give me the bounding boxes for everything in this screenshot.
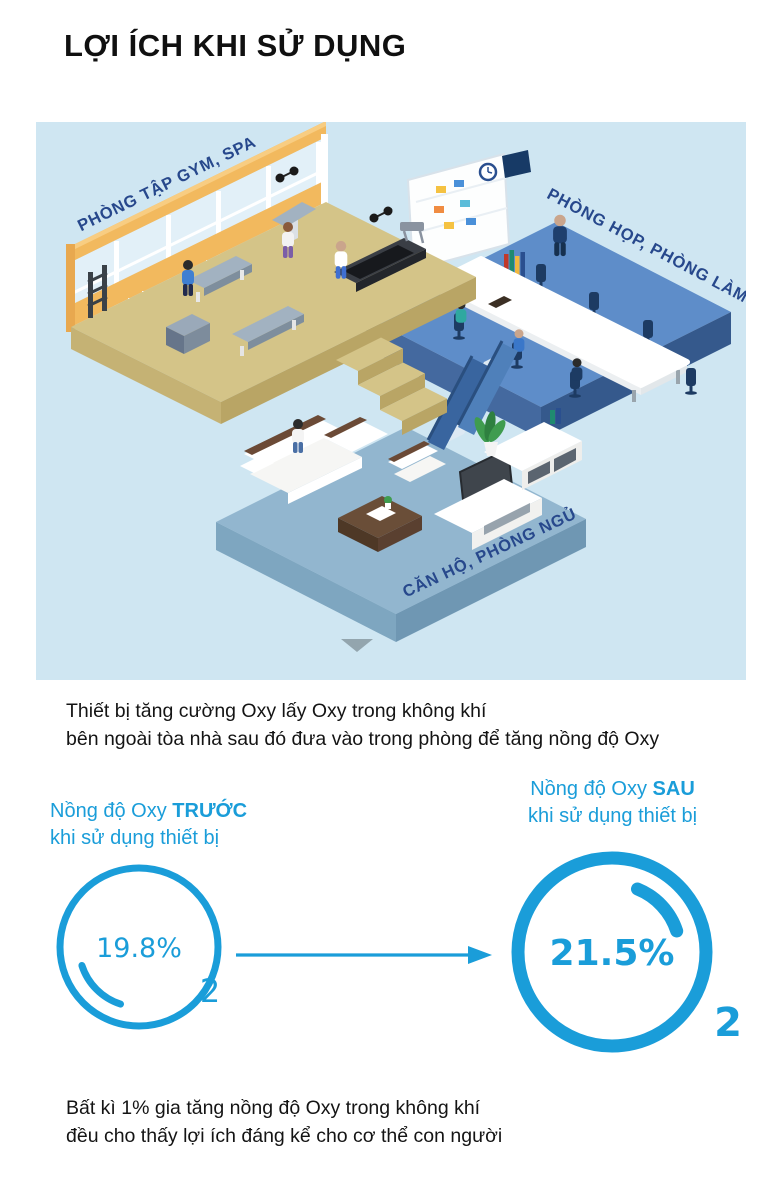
o2-ring-after bbox=[511, 851, 713, 1053]
gym-bench-icon bbox=[188, 256, 252, 302]
standing-person bbox=[553, 214, 567, 257]
after-label-line2: khi sử dụng thiết bị bbox=[527, 805, 698, 827]
shadow-marker-icon bbox=[341, 639, 373, 652]
isometric-illustration-panel: PHÒNG TẬP GYM, SPA PHÒNG HỌP, PHÒNG LÀM … bbox=[36, 122, 746, 680]
o2-inner-arc-before bbox=[78, 962, 124, 1008]
tv-cabinet-icon bbox=[434, 447, 542, 550]
potted-plant-icon bbox=[474, 411, 506, 456]
books-icon bbox=[504, 250, 525, 280]
o2-inner-arc-after bbox=[631, 882, 684, 938]
laptop-icon bbox=[488, 296, 512, 308]
conclusion-text: Bất kì 1% gia tăng nồng độ Oxy trong khô… bbox=[66, 1094, 502, 1150]
escalator-icon bbox=[426, 340, 518, 450]
sideboard-icon bbox=[484, 408, 582, 490]
after-subscript: 2 bbox=[714, 1000, 742, 1046]
description-line2: bên ngoài tòa nhà sau đó đưa vào trong p… bbox=[66, 728, 660, 750]
o2-ring-before bbox=[56, 864, 222, 1030]
coffee-table-icon bbox=[338, 496, 422, 552]
gym-stairs-icon bbox=[336, 323, 447, 435]
after-label-emphasis: SAU bbox=[652, 778, 695, 800]
conclusion-line1: Bất kì 1% gia tăng nồng độ Oxy trong khô… bbox=[66, 1097, 481, 1119]
barbell-icon bbox=[275, 166, 393, 223]
flat-bench-icon bbox=[232, 306, 304, 356]
after-label-prefix: Nồng độ Oxy bbox=[530, 778, 653, 800]
treadmill-icon bbox=[334, 222, 426, 292]
device-description: Thiết bị tăng cường Oxy lấy Oxy trong kh… bbox=[66, 697, 659, 753]
before-label-emphasis: TRƯỚC bbox=[172, 800, 248, 822]
meeting-room-illustration bbox=[366, 150, 731, 439]
before-value: 19.8% bbox=[96, 933, 182, 964]
conference-table bbox=[432, 256, 690, 402]
oxygen-after-gauge: 21.5% 2 bbox=[511, 851, 742, 1053]
gym-room-illustration bbox=[66, 122, 476, 424]
sofa-icon bbox=[240, 415, 388, 504]
before-subscript: 2 bbox=[200, 972, 220, 1010]
person-on-sofa bbox=[292, 419, 304, 453]
whiteboard-icon bbox=[406, 150, 531, 272]
before-label: Nồng độ Oxy TRƯỚC khi sử dụng thiết bị bbox=[50, 798, 247, 852]
isometric-scene bbox=[66, 122, 731, 652]
apartment-illustration bbox=[216, 408, 586, 642]
conclusion-line2: đều cho thấy lợi ích đáng kể cho cơ thể … bbox=[66, 1125, 503, 1147]
gym-people bbox=[182, 222, 348, 296]
weight-rack-icon bbox=[87, 265, 108, 318]
after-value: 21.5% bbox=[550, 933, 675, 974]
before-label-prefix: Nồng độ Oxy bbox=[50, 800, 173, 822]
arrow-icon bbox=[236, 946, 492, 964]
plyo-box-icon bbox=[166, 314, 210, 354]
armchair-icon bbox=[388, 441, 446, 482]
page-title: LỢI ÍCH KHI SỬ DỤNG bbox=[64, 28, 407, 63]
oxygen-before-gauge: 19.8% 2 bbox=[56, 864, 222, 1030]
after-label: Nồng độ Oxy SAU khi sử dụng thiết bị bbox=[500, 776, 725, 830]
before-label-line2: khi sử dụng thiết bị bbox=[50, 827, 220, 849]
description-line1: Thiết bị tăng cường Oxy lấy Oxy trong kh… bbox=[66, 700, 487, 722]
